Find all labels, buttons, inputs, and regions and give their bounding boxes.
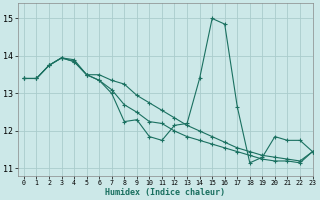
X-axis label: Humidex (Indice chaleur): Humidex (Indice chaleur) — [105, 188, 225, 197]
